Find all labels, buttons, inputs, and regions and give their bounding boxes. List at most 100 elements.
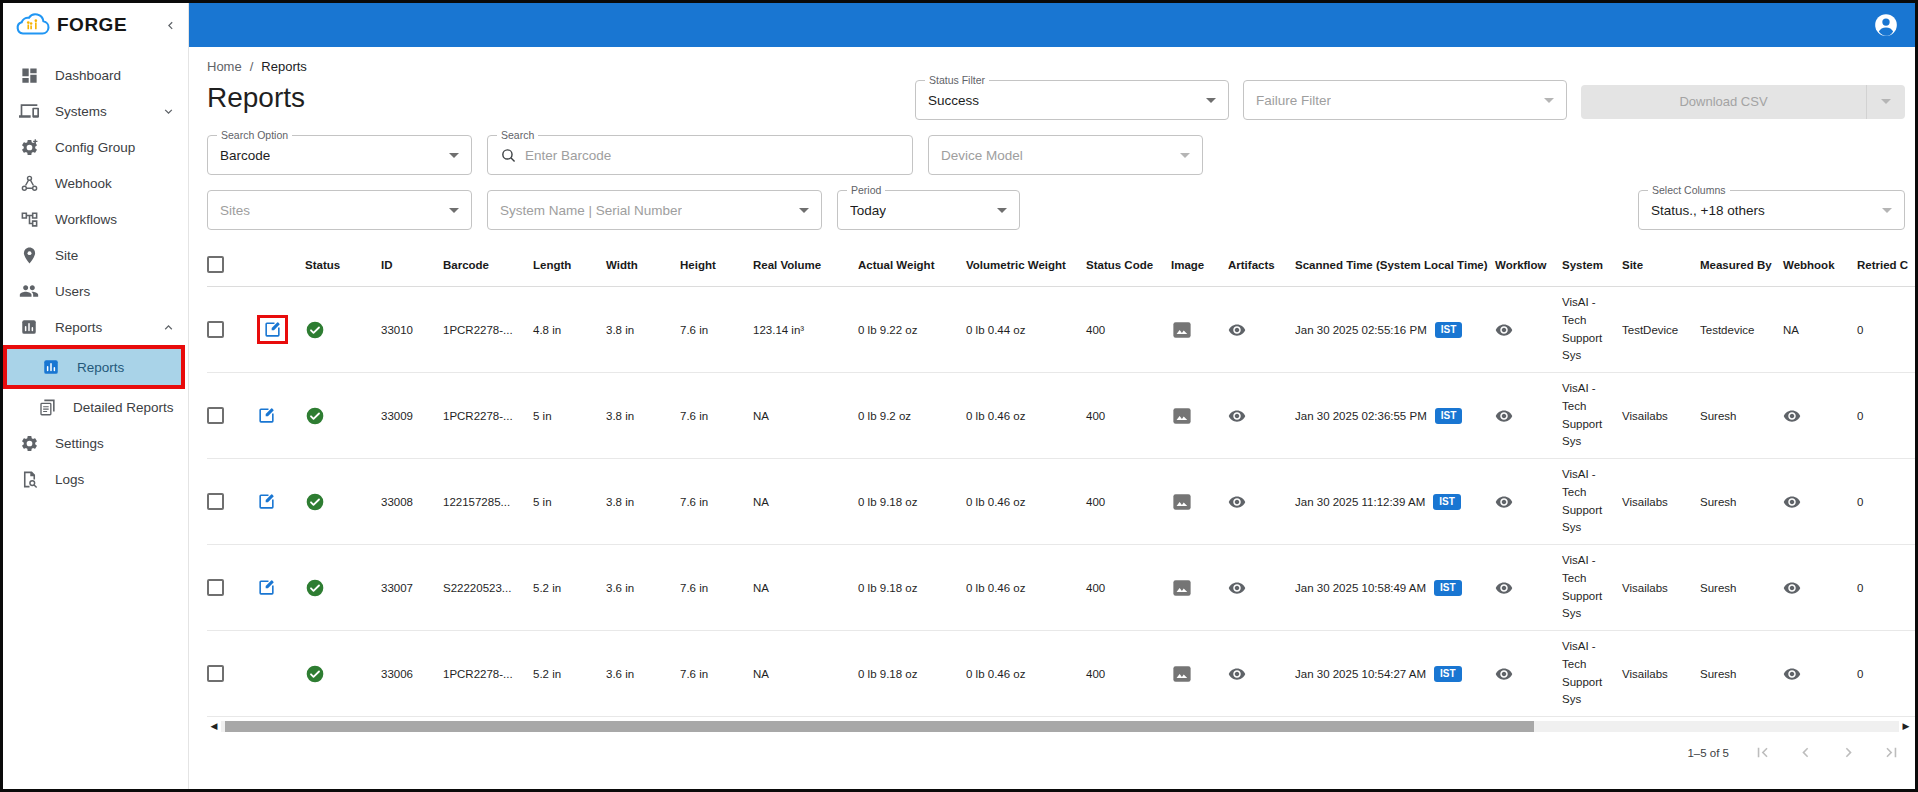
scroll-left-arrow-icon[interactable]: ◀ xyxy=(207,721,221,731)
next-page-button[interactable] xyxy=(1839,743,1858,762)
sidebar-collapse-button[interactable] xyxy=(163,18,178,33)
download-csv-dropdown-button[interactable] xyxy=(1867,85,1905,119)
sidebar-item-dashboard[interactable]: Dashboard xyxy=(3,57,188,93)
sidebar-item-users[interactable]: Users xyxy=(3,273,188,309)
cell-system: VisAI - Tech Support Sys xyxy=(1562,466,1622,537)
image-thumbnail-icon[interactable] xyxy=(1171,320,1193,340)
table-row: 33008122157285...5 in3.8 in7.6 inNA0 lb … xyxy=(207,459,1915,545)
cell-status xyxy=(305,492,381,512)
breadcrumb-home-link[interactable]: Home xyxy=(207,59,242,74)
cell-width: 3.6 in xyxy=(606,668,680,680)
image-thumbnail-icon[interactable] xyxy=(1171,664,1193,684)
status-filter-value: Success xyxy=(928,93,979,108)
row-checkbox[interactable] xyxy=(207,407,224,424)
previous-page-button[interactable] xyxy=(1796,743,1815,762)
last-page-icon xyxy=(1882,743,1901,762)
image-thumbnail-icon[interactable] xyxy=(1171,492,1193,512)
cell-actual-weight: 0 lb 9.18 oz xyxy=(858,668,966,680)
image-thumbnail-icon[interactable] xyxy=(1171,578,1193,598)
failure-filter-select[interactable]: Failure Filter xyxy=(1243,80,1567,120)
artifacts-visibility-button[interactable] xyxy=(1228,493,1246,511)
cell-id: 33008 xyxy=(381,496,443,508)
edit-button[interactable] xyxy=(257,406,276,425)
timezone-badge: IST xyxy=(1435,408,1463,424)
search-input[interactable] xyxy=(525,148,900,163)
cell-workflow xyxy=(1495,665,1562,683)
workflow-visibility-button[interactable] xyxy=(1495,493,1513,511)
scrollbar-track[interactable] xyxy=(221,721,1899,732)
sidebar-item-workflows[interactable]: Workflows xyxy=(3,201,188,237)
edit-button[interactable] xyxy=(257,578,276,597)
row-checkbox[interactable] xyxy=(207,665,224,682)
webhook-visibility-button[interactable] xyxy=(1783,579,1801,597)
artifacts-visibility-button[interactable] xyxy=(1228,321,1246,339)
select-columns-label: Select Columns xyxy=(1648,184,1730,196)
row-checkbox[interactable] xyxy=(207,579,224,596)
sidebar-item-detailed-reports[interactable]: Detailed Reports xyxy=(3,389,188,425)
workflow-visibility-button[interactable] xyxy=(1495,665,1513,683)
row-checkbox[interactable] xyxy=(207,321,224,338)
select-all-checkbox[interactable] xyxy=(207,256,224,273)
sidebar-item-reports[interactable]: Reports xyxy=(3,309,188,345)
sidebar-item-webhook[interactable]: Webhook xyxy=(3,165,188,201)
search-option-select[interactable]: Search Option Barcode xyxy=(207,135,472,175)
scroll-right-arrow-icon[interactable]: ▶ xyxy=(1899,721,1913,731)
status-filter-select[interactable]: Status Filter Success xyxy=(915,80,1229,120)
column-header: Status Code xyxy=(1086,259,1171,271)
sites-select[interactable]: Sites xyxy=(207,190,472,230)
download-csv-button[interactable]: Download CSV xyxy=(1581,85,1867,119)
cell-webhook xyxy=(1783,407,1857,425)
webhook-icon xyxy=(19,173,39,193)
scrollbar-thumb[interactable] xyxy=(225,721,1534,732)
search-field[interactable]: Search xyxy=(487,135,913,175)
cell-actual-weight: 0 lb 9.18 oz xyxy=(858,582,966,594)
logs-search-document-icon xyxy=(19,469,39,489)
workflow-visibility-button[interactable] xyxy=(1495,579,1513,597)
edit-button[interactable] xyxy=(257,492,276,511)
sidebar-item-config-group[interactable]: Config Group xyxy=(3,129,188,165)
first-page-button[interactable] xyxy=(1753,743,1772,762)
workflow-visibility-button[interactable] xyxy=(1495,407,1513,425)
cell-measured-by: Suresh xyxy=(1700,410,1783,422)
column-header: System xyxy=(1562,259,1622,271)
cell-status xyxy=(305,320,381,340)
cell-scanned-time: Jan 30 2025 10:58:49 AMIST xyxy=(1295,580,1495,596)
dropdown-caret-icon xyxy=(449,153,459,158)
artifacts-visibility-button[interactable] xyxy=(1228,665,1246,683)
sidebar-item-logs[interactable]: Logs xyxy=(3,461,188,497)
cell-status xyxy=(305,664,381,684)
period-select[interactable]: Period Today xyxy=(837,190,1020,230)
account-circle-icon[interactable] xyxy=(1873,12,1899,38)
header-select-cell xyxy=(207,256,257,273)
sidebar-item-systems[interactable]: Systems xyxy=(3,93,188,129)
webhook-visibility-button[interactable] xyxy=(1783,665,1801,683)
sidebar-item-site[interactable]: Site xyxy=(3,237,188,273)
image-thumbnail-icon[interactable] xyxy=(1171,406,1193,426)
timezone-badge: IST xyxy=(1433,494,1461,510)
system-serial-select[interactable]: System Name | Serial Number xyxy=(487,190,822,230)
dropdown-caret-icon xyxy=(1882,208,1892,213)
last-page-button[interactable] xyxy=(1882,743,1901,762)
horizontal-scrollbar[interactable]: ◀ ▶ xyxy=(207,719,1915,733)
dropdown-caret-icon xyxy=(1180,153,1190,158)
sidebar-item-reports-sub[interactable]: Reports xyxy=(7,349,181,385)
webhook-visibility-button[interactable] xyxy=(1783,493,1801,511)
row-checkbox[interactable] xyxy=(207,493,224,510)
cell-width: 3.8 in xyxy=(606,496,680,508)
brand-name: FORGE xyxy=(57,14,127,36)
select-columns-select[interactable]: Select Columns Status., +18 others xyxy=(1638,190,1905,230)
edit-button[interactable] xyxy=(263,320,282,339)
cell-retried: 0 xyxy=(1857,582,1915,594)
cell-status-code: 400 xyxy=(1086,668,1171,680)
cell-length: 5.2 in xyxy=(533,668,606,680)
sidebar-item-label: Workflows xyxy=(55,212,117,227)
device-model-placeholder: Device Model xyxy=(941,148,1023,163)
sidebar-item-settings[interactable]: Settings xyxy=(3,425,188,461)
webhook-visibility-button[interactable] xyxy=(1783,407,1801,425)
artifacts-visibility-button[interactable] xyxy=(1228,579,1246,597)
cell-height: 7.6 in xyxy=(680,410,753,422)
artifacts-visibility-button[interactable] xyxy=(1228,407,1246,425)
workflow-visibility-button[interactable] xyxy=(1495,321,1513,339)
device-model-select[interactable]: Device Model xyxy=(928,135,1203,175)
cell-measured-by: Suresh xyxy=(1700,668,1783,680)
